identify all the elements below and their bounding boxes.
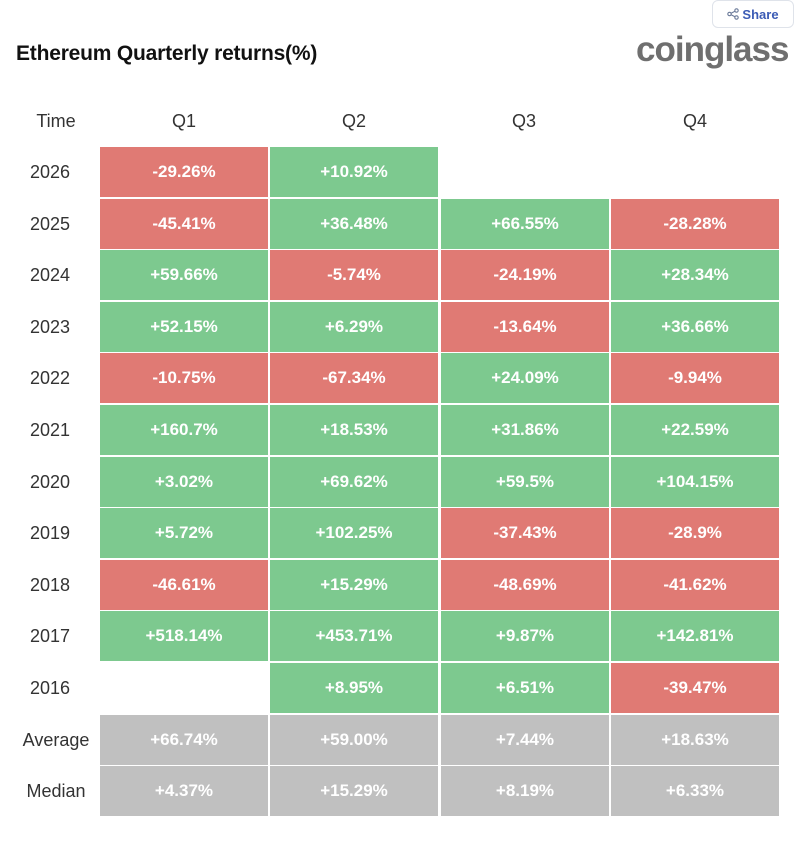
cell-2019-q4: -28.9% [611, 508, 779, 558]
cell-median-q1: +4.37% [100, 766, 268, 816]
cell-2024-q1: +59.66% [100, 250, 268, 300]
chart-title: Ethereum Quarterly returns(%) [16, 42, 318, 65]
cell-2023-q3: -13.64% [441, 302, 609, 352]
cell-2023-q1: +52.15% [100, 302, 268, 352]
cell-2017-q2: +453.71% [270, 611, 438, 661]
row-label-2019: 2019 [29, 523, 71, 543]
cell-2025-q3: +66.55% [441, 199, 609, 249]
share-button[interactable]: Share [712, 0, 794, 28]
row-label-2016: 2016 [29, 678, 71, 698]
cell-2026-q2: +10.92% [270, 147, 438, 197]
cell-2019-q3: -37.43% [441, 508, 609, 558]
row-label-median: Median [26, 781, 86, 801]
cell-2024-q4: +28.34% [611, 250, 779, 300]
cell-2020-q3: +59.5% [441, 457, 609, 507]
cell-median-q2: +15.29% [270, 766, 438, 816]
cell-median-q3: +8.19% [441, 766, 609, 816]
cell-2021-q2: +18.53% [270, 405, 438, 455]
row-label-2017: 2017 [29, 626, 71, 646]
cell-2024-q3: -24.19% [441, 250, 609, 300]
row-label-2018: 2018 [29, 575, 71, 595]
cell-2025-q1: -45.41% [100, 199, 268, 249]
cell-2018-q1: -46.61% [100, 560, 268, 610]
row-label-2021: 2021 [29, 420, 71, 440]
cell-2019-q1: +5.72% [100, 508, 268, 558]
row-label-2020: 2020 [29, 472, 71, 492]
share-label: Share [742, 6, 779, 22]
row-label-2026: 2026 [29, 162, 71, 182]
row-label-2025: 2025 [29, 214, 71, 234]
cell-average-q4: +18.63% [611, 715, 779, 765]
header-q4: Q4 [682, 111, 707, 131]
header-q2: Q2 [341, 111, 366, 131]
share-icon [727, 8, 740, 20]
cell-2019-q2: +102.25% [270, 508, 438, 558]
row-label-2023: 2023 [29, 317, 71, 337]
cell-2022-q2: -67.34% [270, 353, 438, 403]
cell-2025-q2: +36.48% [270, 199, 438, 249]
cell-2018-q2: +15.29% [270, 560, 438, 610]
row-label-2022: 2022 [29, 368, 71, 388]
cell-2020-q4: +104.15% [611, 457, 779, 507]
cell-2016-q2: +8.95% [270, 663, 438, 713]
cell-2016-q3: +6.51% [441, 663, 609, 713]
cell-2017-q4: +142.81% [611, 611, 779, 661]
cell-2024-q2: -5.74% [270, 250, 438, 300]
cell-2020-q1: +3.02% [100, 457, 268, 507]
cell-average-q3: +7.44% [441, 715, 609, 765]
cell-2017-q1: +518.14% [100, 611, 268, 661]
cell-median-q4: +6.33% [611, 766, 779, 816]
cell-2025-q4: -28.28% [611, 199, 779, 249]
cell-2022-q4: -9.94% [611, 353, 779, 403]
cell-2021-q4: +22.59% [611, 405, 779, 455]
cell-2021-q3: +31.86% [441, 405, 609, 455]
cell-2017-q3: +9.87% [441, 611, 609, 661]
header-q1: Q1 [171, 111, 196, 131]
cell-2022-q1: -10.75% [100, 353, 268, 403]
row-label-2024: 2024 [29, 265, 71, 285]
row-label-average: Average [22, 730, 90, 750]
cell-2021-q1: +160.7% [100, 405, 268, 455]
cell-2022-q3: +24.09% [441, 353, 609, 403]
header-q3: Q3 [511, 111, 536, 131]
cell-2023-q4: +36.66% [611, 302, 779, 352]
cell-average-q1: +66.74% [100, 715, 268, 765]
cell-2023-q2: +6.29% [270, 302, 438, 352]
cell-2016-q4: -39.47% [611, 663, 779, 713]
cell-2020-q2: +69.62% [270, 457, 438, 507]
cell-2018-q3: -48.69% [441, 560, 609, 610]
cell-average-q2: +59.00% [270, 715, 438, 765]
cell-2026-q1: -29.26% [100, 147, 268, 197]
header-time: Time [36, 111, 76, 131]
cell-2018-q4: -41.62% [611, 560, 779, 610]
brand-logo: coinglass [636, 30, 789, 69]
